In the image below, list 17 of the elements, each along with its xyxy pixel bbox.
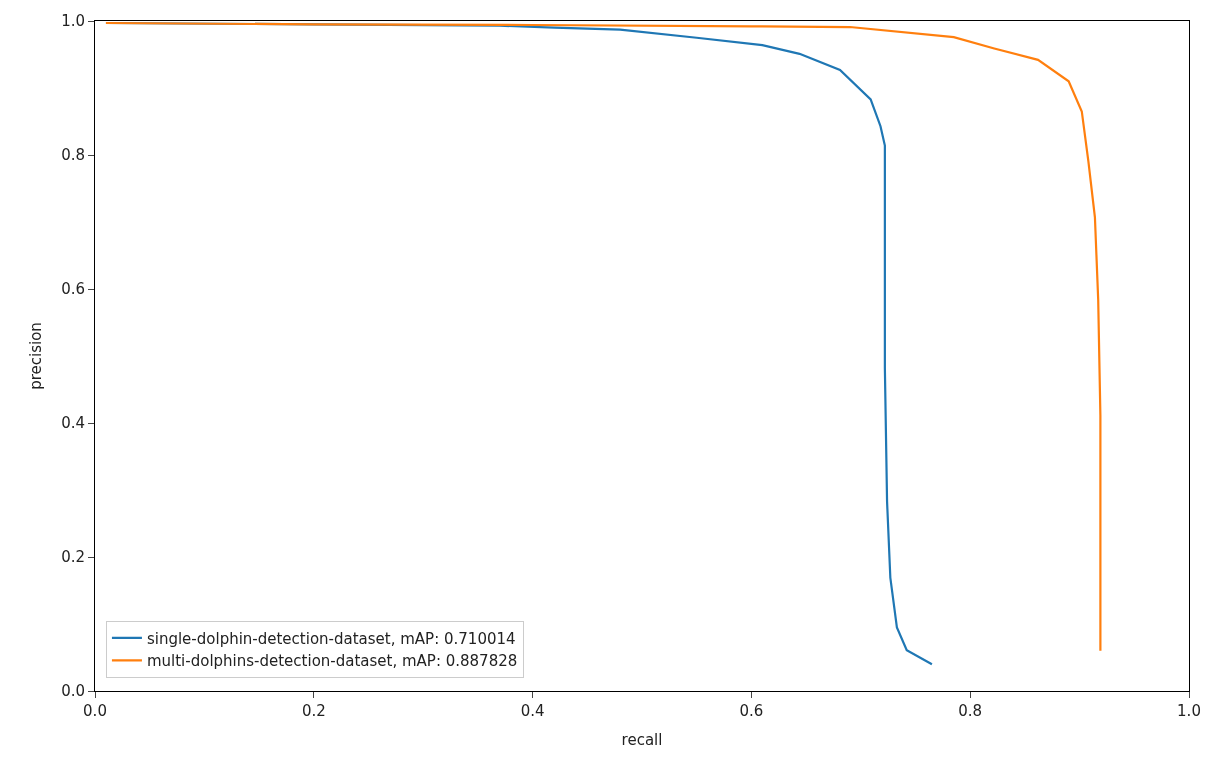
- x-tick-label: 0.2: [301, 702, 326, 720]
- x-axis-title: recall: [621, 731, 663, 749]
- x-tick-label: 1.0: [1177, 702, 1201, 720]
- y-tick-label: 0.0: [61, 682, 85, 701]
- x-tick-label: 0.8: [958, 702, 983, 720]
- legend-label: single-dolphin-detection-dataset, mAP: 0.710014: [146, 629, 516, 648]
- x-tick-label: 0.4: [520, 702, 545, 720]
- y-tick-label: 0.4: [61, 414, 85, 433]
- x-tick-label: 0.6: [739, 702, 764, 720]
- y-tick-label: 0.8: [61, 146, 85, 165]
- y-tick-label: 1.0: [61, 12, 85, 31]
- x-tick-label: 0.0: [83, 702, 107, 720]
- y-tick-label: 0.2: [61, 548, 85, 567]
- legend-label: multi-dolphins-detection-dataset, mAP: 0.887828: [146, 652, 518, 671]
- y-tick-label: 0.6: [61, 280, 85, 299]
- line-series: [104, 21, 1102, 652]
- y-axis-title: precision: [27, 322, 46, 390]
